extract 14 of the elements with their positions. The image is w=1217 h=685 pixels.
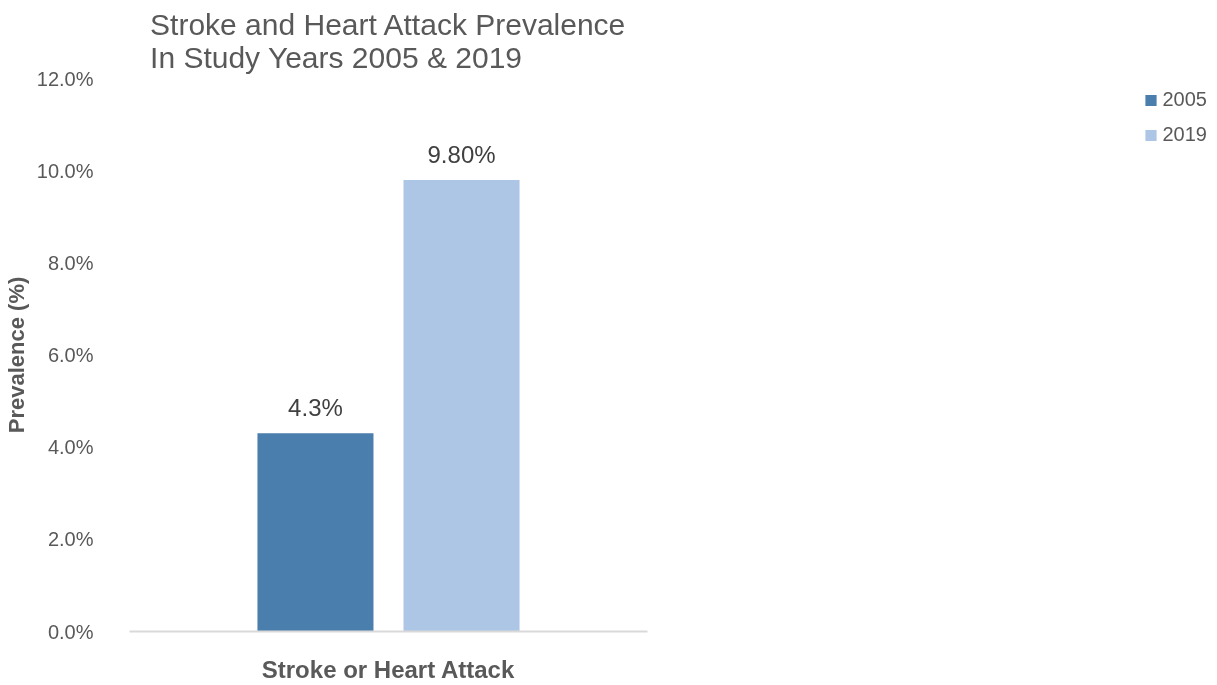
y-tick-label: 0.0% [47, 620, 94, 643]
y-tick-label: 8.0% [47, 251, 94, 274]
legend-label: 2019 [1162, 123, 1207, 146]
y-tick-label: 10.0% [36, 159, 94, 182]
y-tick-label: 4.0% [47, 436, 94, 459]
data-label: 9.80% [427, 140, 496, 168]
y-axis-title: Prevalence (%) [3, 276, 29, 434]
data-label: 4.3% [288, 394, 343, 422]
y-tick-label: 6.0% [47, 344, 94, 366]
y-tick-label: 2.0% [47, 528, 94, 551]
x-tick-label: Stroke or Heart Attack [261, 655, 515, 683]
chart-title: Stroke and Heart Attack Prevalence In Study Years 2005 & 2019 [150, 7, 626, 74]
y-tick-label: 12.0% [36, 67, 94, 90]
legend-label: 2005 [1162, 88, 1207, 111]
